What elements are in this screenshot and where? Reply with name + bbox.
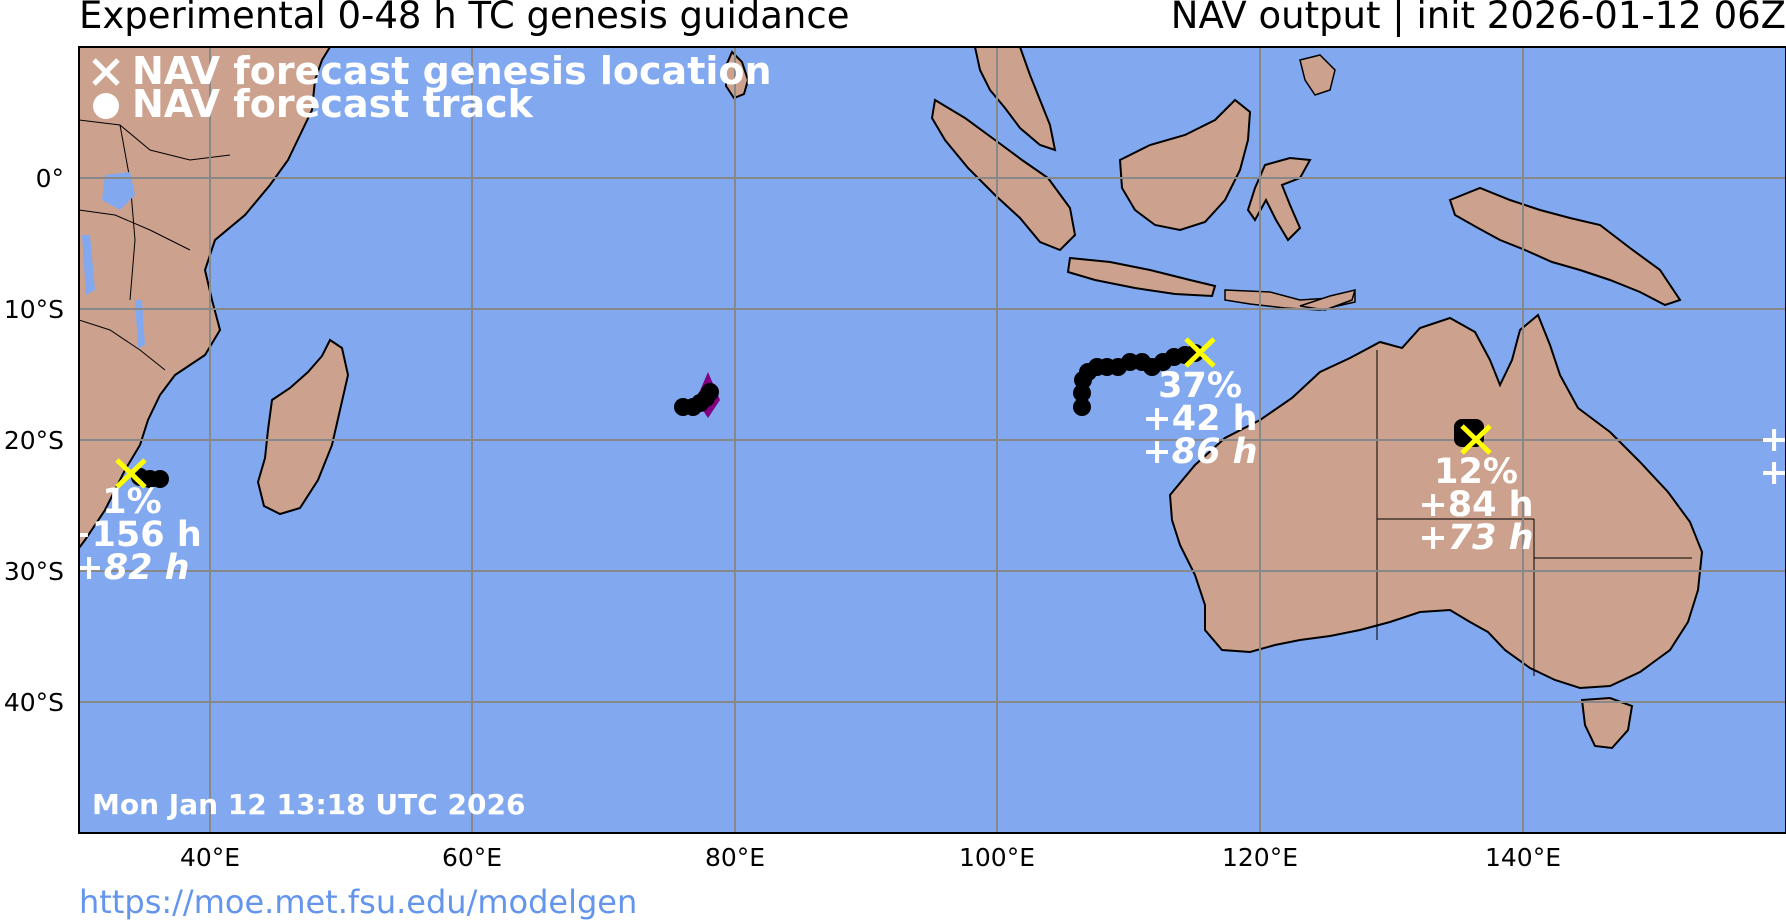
genesis-legend-icon <box>92 58 120 86</box>
genesis-marker-3 <box>1460 424 1492 455</box>
lat-label: 0° <box>36 164 64 193</box>
lat-label: 10°S <box>4 295 64 324</box>
genesis-legend-label: NAV forecast genesis location <box>132 49 772 93</box>
land-madagascar <box>256 338 350 516</box>
lon-label: 40°E <box>180 843 240 872</box>
cyclone-probability: 12% <box>1434 452 1518 492</box>
lat-label: 20°S <box>4 426 64 455</box>
cyclone-duration: +86 h <box>1142 432 1257 472</box>
land-sri-lanka <box>725 50 750 100</box>
state-borders <box>1376 350 1692 676</box>
land-australia <box>1168 313 1704 690</box>
genesis-marker-1 <box>115 458 147 489</box>
genesis-markers <box>115 337 1492 489</box>
cyclone-probability: 1% <box>102 482 161 522</box>
genesis-marker-2 <box>1184 337 1216 368</box>
map-timestamp: Mon Jan 12 13:18 UTC 2026 <box>92 788 525 821</box>
cyclone-label-3: 12% +84 h +73 h <box>1418 452 1533 558</box>
cyclone-label-1: 1% +156 h +82 h <box>62 482 202 588</box>
lon-label: 80°E <box>705 843 765 872</box>
graticule <box>79 47 1786 833</box>
map-title: Experimental 0-48 h TC genesis guidance <box>79 0 850 37</box>
cyclone-probability: 37% <box>1158 366 1242 406</box>
map-frame <box>78 46 1786 834</box>
land-mainland-asia <box>973 47 1057 152</box>
cyclone-duration: +73 h <box>1418 518 1533 558</box>
land-layer <box>79 47 1704 750</box>
land-tasmania <box>1580 696 1634 750</box>
model-info: NAV output | init 2026-01-12 06Z <box>1170 0 1786 37</box>
lon-label: 120°E <box>1222 843 1298 872</box>
lake-tanganyika <box>82 235 95 295</box>
cyclone-lead-time: +42 h <box>1142 399 1257 439</box>
land-philippines <box>1299 54 1336 96</box>
track-legend-icon <box>93 93 119 119</box>
latitude-labels: 0° 10°S 20°S 30°S 40°S <box>4 164 64 717</box>
track-legend-label: NAV forecast track <box>132 82 534 126</box>
track-point <box>1073 398 1091 416</box>
track-point <box>1073 384 1091 402</box>
map-legend: NAV forecast genesis location NAV foreca… <box>92 49 772 126</box>
africa-borders <box>79 119 231 371</box>
lat-label: 30°S <box>4 557 64 586</box>
source-url-link[interactable]: https://moe.met.fsu.edu/modelgen <box>79 883 638 921</box>
track-point <box>1186 344 1204 362</box>
forecast-tracks <box>131 344 1484 488</box>
lon-label: 140°E <box>1485 843 1561 872</box>
land-sumatra <box>930 98 1077 252</box>
track-point <box>701 383 719 401</box>
land-borneo <box>1118 98 1252 232</box>
cyclone-lead-time: +156 h <box>62 515 202 555</box>
lake-malawi <box>135 300 145 348</box>
lat-label: 40°S <box>4 688 64 717</box>
cyclone-label-2: 37% +42 h +86 h <box>1142 366 1257 472</box>
edge-mark: + <box>1759 420 1786 460</box>
land-new-guinea <box>1448 186 1682 307</box>
lon-label: 60°E <box>442 843 502 872</box>
cyclone-duration: +82 h <box>74 548 189 588</box>
edge-mark: + <box>1759 453 1786 493</box>
lon-label: 100°E <box>959 843 1035 872</box>
cyclone-lead-time: +84 h <box>1418 485 1533 525</box>
land-java <box>1066 256 1217 298</box>
longitude-labels: 40°E 60°E 80°E 100°E 120°E 140°E <box>180 843 1561 872</box>
track-point <box>151 470 169 488</box>
lake-victoria <box>102 172 135 210</box>
